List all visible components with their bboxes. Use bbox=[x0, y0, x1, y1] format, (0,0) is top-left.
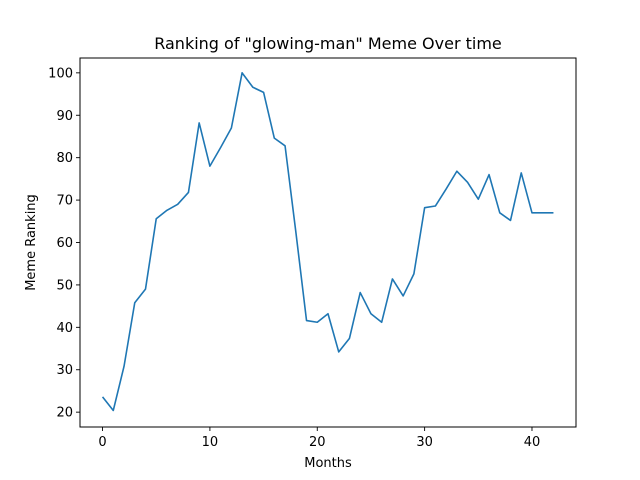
y-tick-label: 80 bbox=[56, 151, 73, 166]
x-tick-label: 20 bbox=[309, 435, 326, 450]
x-tick-label: 30 bbox=[416, 435, 433, 450]
x-axis-ticks: 0 10 20 30 40 bbox=[98, 427, 540, 450]
y-tick-label: 70 bbox=[56, 194, 73, 209]
y-tick-label: 40 bbox=[56, 321, 73, 336]
x-tick-label: 0 bbox=[98, 435, 106, 450]
y-axis-label: Meme Ranking bbox=[24, 194, 39, 291]
y-axis-ticks: 20 30 40 50 60 70 80 90 100 bbox=[48, 66, 80, 421]
y-tick-label: 90 bbox=[56, 109, 73, 124]
plot-frame bbox=[79, 57, 577, 428]
y-tick-label: 30 bbox=[56, 363, 73, 378]
x-axis-label: Months bbox=[304, 456, 352, 471]
series-line-0 bbox=[101, 72, 554, 412]
series-lines bbox=[101, 72, 554, 412]
y-tick-label: 100 bbox=[48, 66, 73, 81]
x-tick-label: 10 bbox=[202, 435, 219, 450]
chart-title: Ranking of "glowing-man" Meme Over time bbox=[154, 34, 502, 53]
y-tick-label: 50 bbox=[56, 278, 73, 293]
x-tick-label: 40 bbox=[524, 435, 541, 450]
y-tick-label: 20 bbox=[56, 406, 73, 421]
y-tick-label: 60 bbox=[56, 236, 73, 251]
